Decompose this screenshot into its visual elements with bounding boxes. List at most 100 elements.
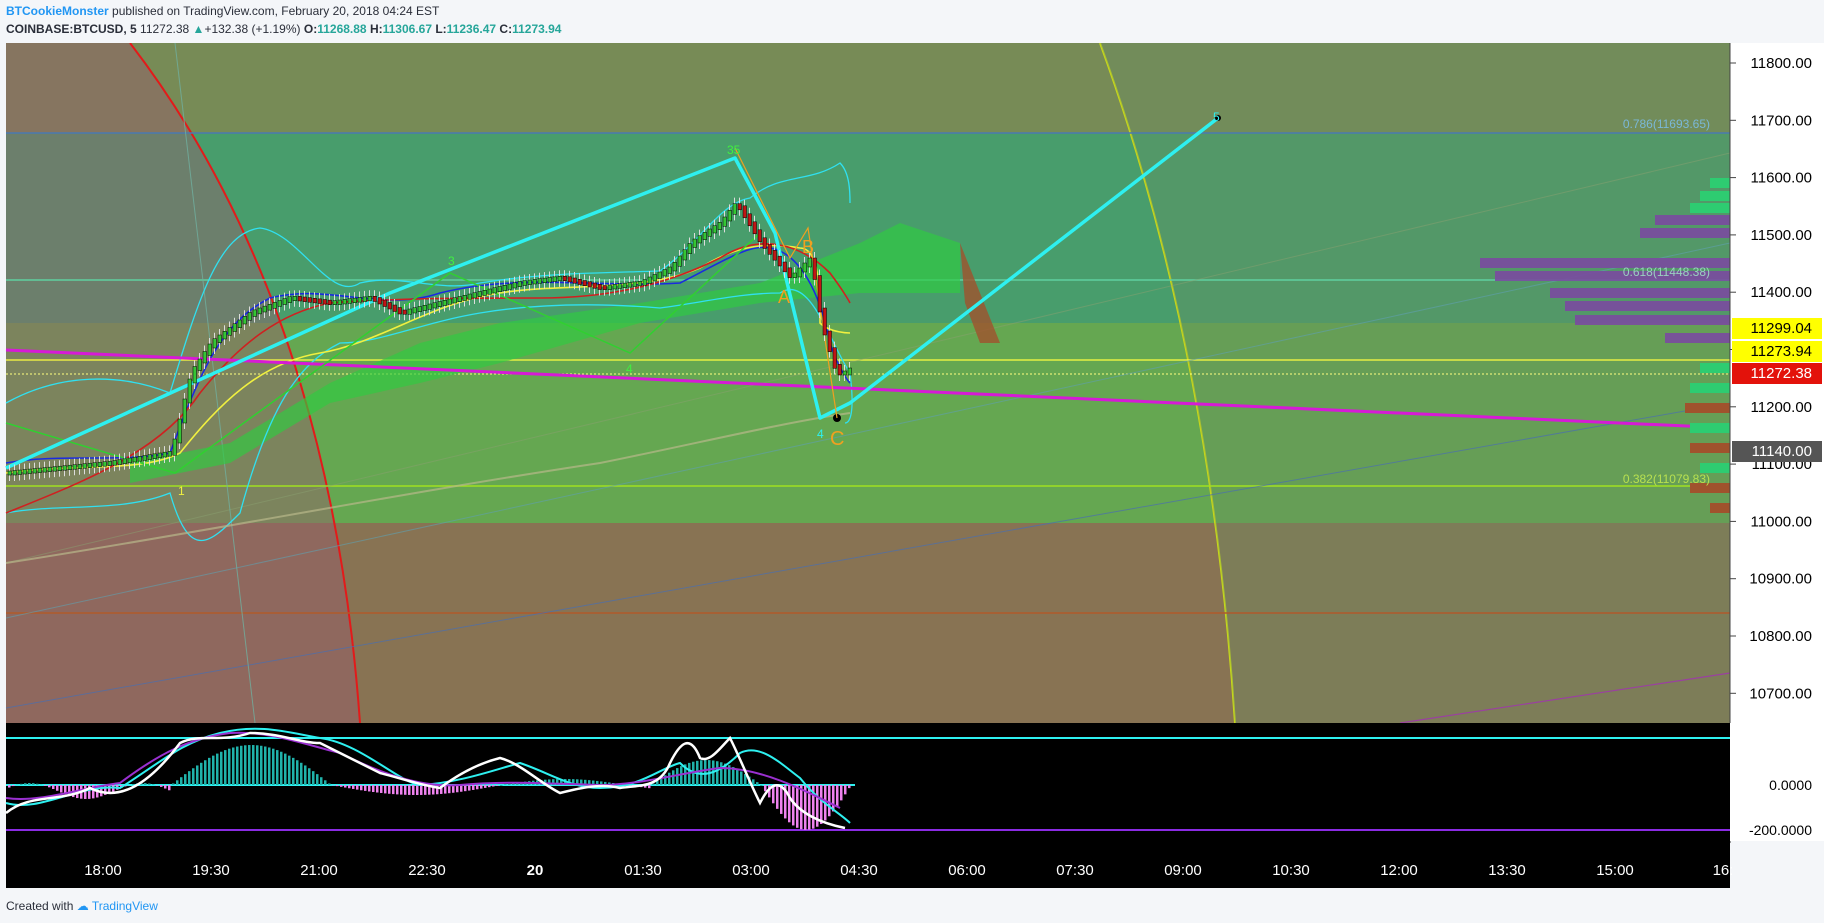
macd-bar [588, 780, 591, 785]
macd-bar [304, 765, 307, 785]
macd-bar [36, 783, 39, 785]
macd-bar [700, 760, 703, 785]
tradingview-link[interactable]: TradingView [91, 899, 158, 913]
macd-bar [448, 785, 451, 794]
candle-body [712, 225, 717, 234]
macd-bar [692, 761, 695, 785]
candle-body [227, 327, 232, 336]
macd-bar [656, 780, 659, 785]
macd-bar [164, 785, 167, 789]
price-tick: 11000.00 [1751, 513, 1812, 530]
tradingview-logo-icon[interactable]: ☁ [76, 899, 89, 913]
macd-bar [384, 785, 387, 794]
macd-bar [440, 785, 443, 794]
candle-body [727, 210, 732, 222]
candle-body [522, 280, 527, 286]
change-up-icon: ▲ [192, 22, 205, 36]
macd-bar [412, 785, 415, 795]
wave-label-4-green: 4 [626, 362, 633, 376]
macd-bar [260, 745, 263, 785]
candle-body [202, 351, 207, 364]
fib-382-label: 0.382(11079.83) [1623, 472, 1710, 486]
macd-bar [20, 783, 23, 785]
macd-axis[interactable] [1730, 723, 1824, 841]
symbol-label[interactable]: COINBASE:BTCUSD, 5 [6, 22, 137, 36]
candle-body [42, 467, 47, 473]
bollinger-upper [5, 162, 851, 404]
candle-body [657, 271, 662, 279]
author-link[interactable]: BTCookieMonster [6, 4, 109, 18]
candle-body [112, 460, 117, 466]
macd-bar [152, 784, 155, 785]
candle-body [157, 452, 162, 459]
macd-bar [752, 779, 755, 785]
macd-bar [496, 785, 499, 786]
candle-body [197, 358, 202, 371]
ichimoku-cloud [130, 223, 960, 483]
candle-body [687, 243, 692, 254]
candle-body [802, 262, 807, 273]
candle-body [262, 305, 267, 313]
macd-bar [732, 767, 735, 785]
candle-body [702, 232, 707, 240]
macd-bar [240, 745, 243, 785]
candle-body [772, 250, 777, 261]
macd-bar [108, 785, 111, 794]
macd-bar [140, 783, 143, 785]
candle-body [437, 301, 442, 307]
macd-bar [228, 748, 231, 785]
candle-body [402, 309, 407, 315]
chart-header: BTCookieMonster published on TradingView… [6, 2, 1806, 42]
price-badge-label: 11140.00 [1752, 443, 1812, 460]
macd-tick-1: -200.0000 [1749, 822, 1812, 838]
macd-bar [452, 785, 455, 793]
macd-bar [64, 785, 67, 795]
price-badge [1732, 341, 1822, 362]
macd-bar [172, 783, 175, 785]
time-axis[interactable] [6, 841, 1730, 888]
candle-body [817, 275, 822, 313]
candle-body [27, 468, 32, 474]
macd-bar [764, 785, 767, 792]
macd-bar [812, 785, 815, 829]
wave-5-point[interactable] [1215, 115, 1221, 121]
macd-bar [204, 760, 207, 785]
macd-bar [468, 785, 471, 791]
candle-body [722, 216, 727, 227]
time-tick: 04:30 [840, 862, 878, 879]
candle-body [592, 282, 597, 289]
macd-bar [480, 785, 483, 789]
macd-bar [180, 777, 183, 785]
macd-bar [424, 785, 427, 795]
candle-body [807, 257, 812, 268]
macd-bar [284, 753, 287, 785]
price-tick: 11700.00 [1751, 112, 1812, 129]
candle-body [82, 463, 87, 469]
macd-bar [264, 746, 267, 785]
candle-body [627, 282, 632, 288]
wave-label-3: 3 [448, 254, 455, 268]
macd-bar [268, 747, 271, 785]
macd-bar [92, 785, 95, 799]
candle-body [842, 370, 847, 376]
candle-body [287, 296, 292, 303]
candlestick-series[interactable] [7, 197, 852, 481]
arc-outer-region [1100, 43, 1730, 723]
price-badge-label: 11273.94 [1751, 343, 1812, 360]
time-tick: 10:30 [1272, 862, 1310, 879]
fib-786-label: 0.786(11693.65) [1623, 117, 1710, 131]
chart-canvas[interactable]: 0.786(11693.65) 0.618(11448.38) 0.382(11… [0, 43, 1824, 888]
macd-bar [792, 785, 795, 826]
high-label: H: [369, 22, 383, 36]
macd-bar [276, 750, 279, 785]
candle-body [72, 464, 77, 470]
macd-bar [296, 760, 299, 785]
candle-body [347, 298, 352, 304]
candle-body [242, 316, 247, 325]
candle-body [677, 255, 682, 267]
time-tick: 12:00 [1380, 862, 1418, 879]
candle-body [317, 298, 322, 304]
candle-body [562, 276, 567, 281]
fan-line-2 [5, 242, 1731, 619]
candle-body [597, 284, 602, 290]
